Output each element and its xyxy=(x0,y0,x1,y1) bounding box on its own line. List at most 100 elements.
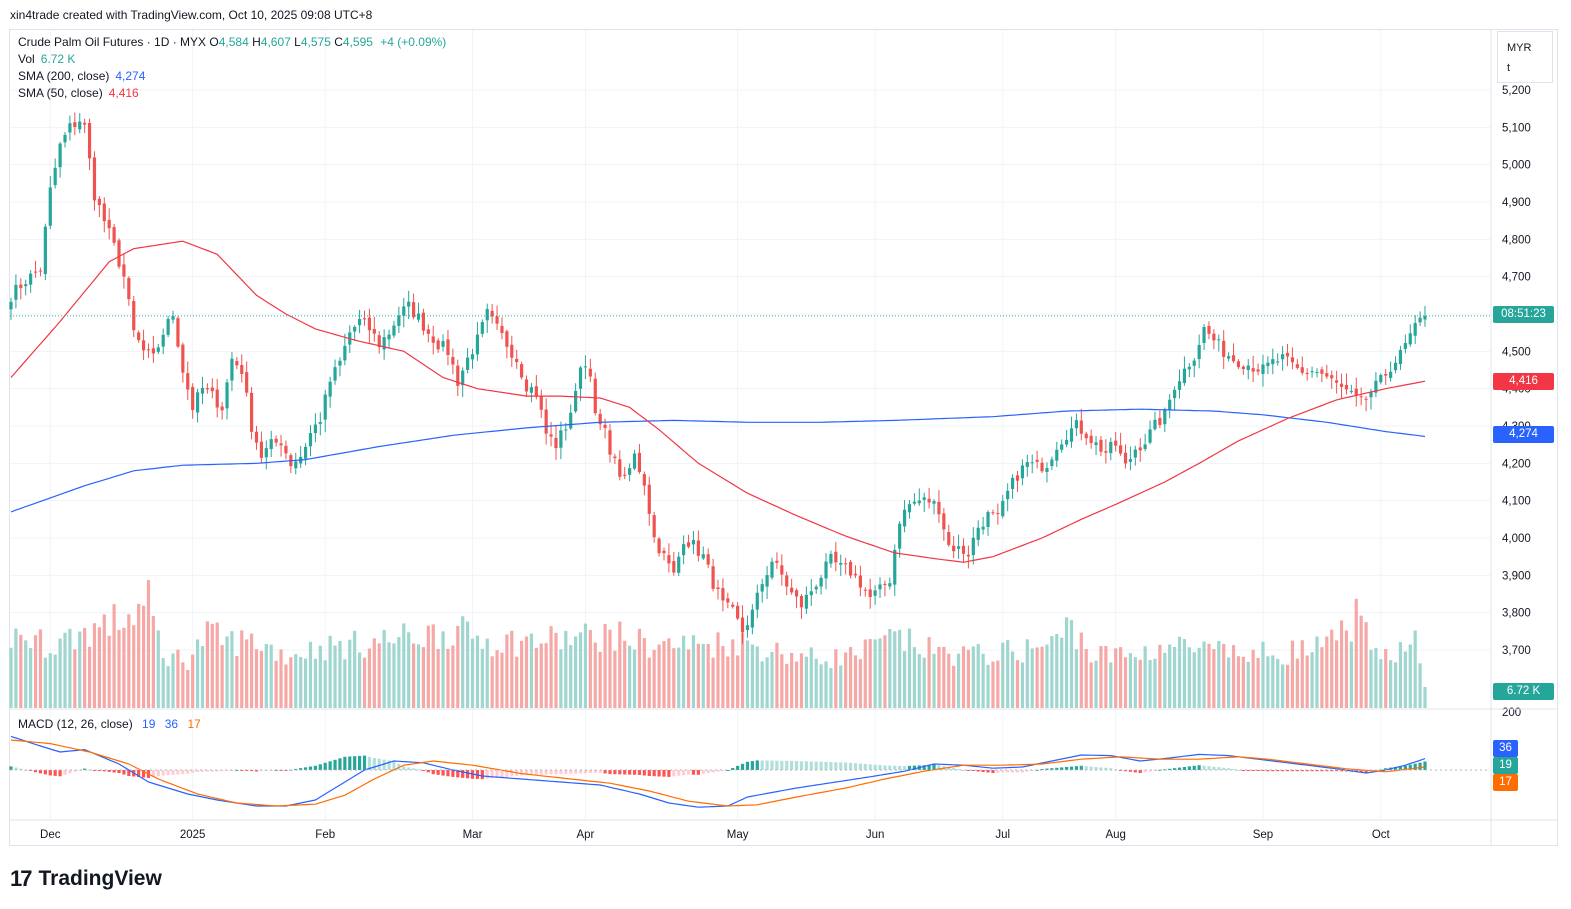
volume-bar xyxy=(868,639,872,708)
symbol-legend[interactable]: Crude Palm Oil Futures · 1D · MYX O4,584… xyxy=(18,35,446,49)
macd-histogram-bar xyxy=(1271,770,1275,772)
macd-histogram-bar xyxy=(524,770,529,776)
macd-histogram-bar xyxy=(750,761,754,770)
candle-body xyxy=(353,327,357,332)
candle-body xyxy=(858,575,862,588)
macd-histogram-bar xyxy=(151,770,155,777)
volume-bar xyxy=(303,658,308,708)
sma50-legend[interactable]: SMA (50, close) 4,416 xyxy=(18,86,139,100)
candle-body xyxy=(721,588,725,601)
volume-tag: 6.72 K xyxy=(1493,683,1554,700)
candle-body xyxy=(569,412,573,429)
macd-histogram-bar xyxy=(1207,766,1211,770)
volume-bar xyxy=(770,651,774,708)
volume-bar xyxy=(1398,642,1403,708)
candle-body xyxy=(701,554,705,559)
candle-body xyxy=(839,563,843,565)
volume-bar xyxy=(647,657,651,708)
candle-body xyxy=(1408,333,1412,345)
volume-bar xyxy=(790,652,794,708)
candle-body xyxy=(1060,444,1064,450)
volume-axis-label: 200 xyxy=(1502,707,1521,719)
macd-histogram-bar xyxy=(706,770,710,774)
volume-bar xyxy=(328,635,332,708)
macd-histogram-bar xyxy=(1217,767,1221,770)
volume-bar xyxy=(598,651,602,708)
macd-histogram-bar xyxy=(1359,770,1363,773)
macd-histogram-bar xyxy=(637,770,642,775)
macd-histogram-bar xyxy=(1261,770,1265,771)
macd-histogram-bar xyxy=(294,768,298,770)
candle-body xyxy=(245,372,249,393)
macd-histogram-bar xyxy=(682,770,686,776)
candle-body xyxy=(961,545,966,554)
macd-legend[interactable]: MACD (12, 26, close) 19 36 17 xyxy=(18,717,201,731)
candle-body xyxy=(205,388,209,390)
candle-body xyxy=(284,445,288,454)
signal-line xyxy=(10,739,1426,807)
macd-histogram-bar xyxy=(191,770,195,773)
candle-body xyxy=(1207,325,1211,334)
macd-histogram-bar xyxy=(73,770,77,772)
candle-body xyxy=(1202,327,1206,343)
volume-bar xyxy=(33,635,38,708)
volume-bar xyxy=(421,647,426,708)
macd-histogram-bar xyxy=(1128,770,1133,772)
candle-body xyxy=(146,349,151,351)
volume-bar xyxy=(652,649,656,708)
candle-body xyxy=(1138,447,1142,451)
candle-body xyxy=(736,605,740,619)
macd-histogram-bar xyxy=(912,765,916,770)
macd-histogram-bar xyxy=(1138,770,1142,773)
macd-histogram-bar xyxy=(48,770,52,776)
x-tick-label: Aug xyxy=(1105,829,1125,841)
candle-body xyxy=(156,347,160,352)
macd-histogram-bar xyxy=(976,770,980,772)
candle-body xyxy=(814,586,818,590)
volume-legend[interactable]: Vol 6.72 K xyxy=(18,52,76,66)
volume-bar xyxy=(1354,598,1358,708)
candle-body xyxy=(1079,420,1083,434)
candle-body xyxy=(863,589,867,591)
volume-bar xyxy=(451,645,455,708)
candle-body xyxy=(1335,380,1339,383)
macd-histogram-bar xyxy=(259,770,263,772)
volume-bar xyxy=(603,624,607,708)
y-tick-label: 4,200 xyxy=(1502,458,1531,470)
volume-bar xyxy=(750,644,754,708)
candle-body xyxy=(966,554,970,557)
macd-histogram-bar xyxy=(1104,767,1108,770)
currency-unit-box[interactable]: MYR t xyxy=(1497,31,1553,83)
volume-bar xyxy=(122,627,126,708)
candle-body xyxy=(485,308,489,321)
candle-body xyxy=(1182,368,1187,384)
y-tick-label: 4,900 xyxy=(1502,197,1531,209)
candle-body xyxy=(1109,441,1113,454)
macd-histogram-bar xyxy=(667,770,671,777)
volume-bar xyxy=(102,614,106,708)
sma200-legend[interactable]: SMA (200, close) 4,274 xyxy=(18,69,146,83)
macd-histogram-bar xyxy=(78,770,82,771)
x-tick-label: Mar xyxy=(463,829,483,841)
candle-body xyxy=(927,498,931,503)
candle-body xyxy=(1094,442,1098,446)
candle-body xyxy=(83,122,87,125)
volume-bar xyxy=(1423,686,1427,708)
volume-bar xyxy=(1089,662,1093,708)
volume-bar xyxy=(628,645,632,708)
macd-histogram-bar xyxy=(210,770,214,772)
candle-body xyxy=(181,344,185,373)
candle-body xyxy=(608,430,612,455)
candle-body xyxy=(1069,428,1074,442)
volume-bar xyxy=(1148,660,1152,708)
x-tick-label: Jul xyxy=(995,829,1010,841)
candle-body xyxy=(672,561,676,573)
volume-bar xyxy=(402,623,406,708)
volume-bar xyxy=(367,648,372,708)
y-tick-label: 4,800 xyxy=(1502,234,1531,246)
macd-histogram-bar xyxy=(1236,770,1241,771)
candle-body xyxy=(1114,440,1118,446)
x-tick-label: Apr xyxy=(576,829,594,841)
candle-body xyxy=(1197,344,1201,360)
